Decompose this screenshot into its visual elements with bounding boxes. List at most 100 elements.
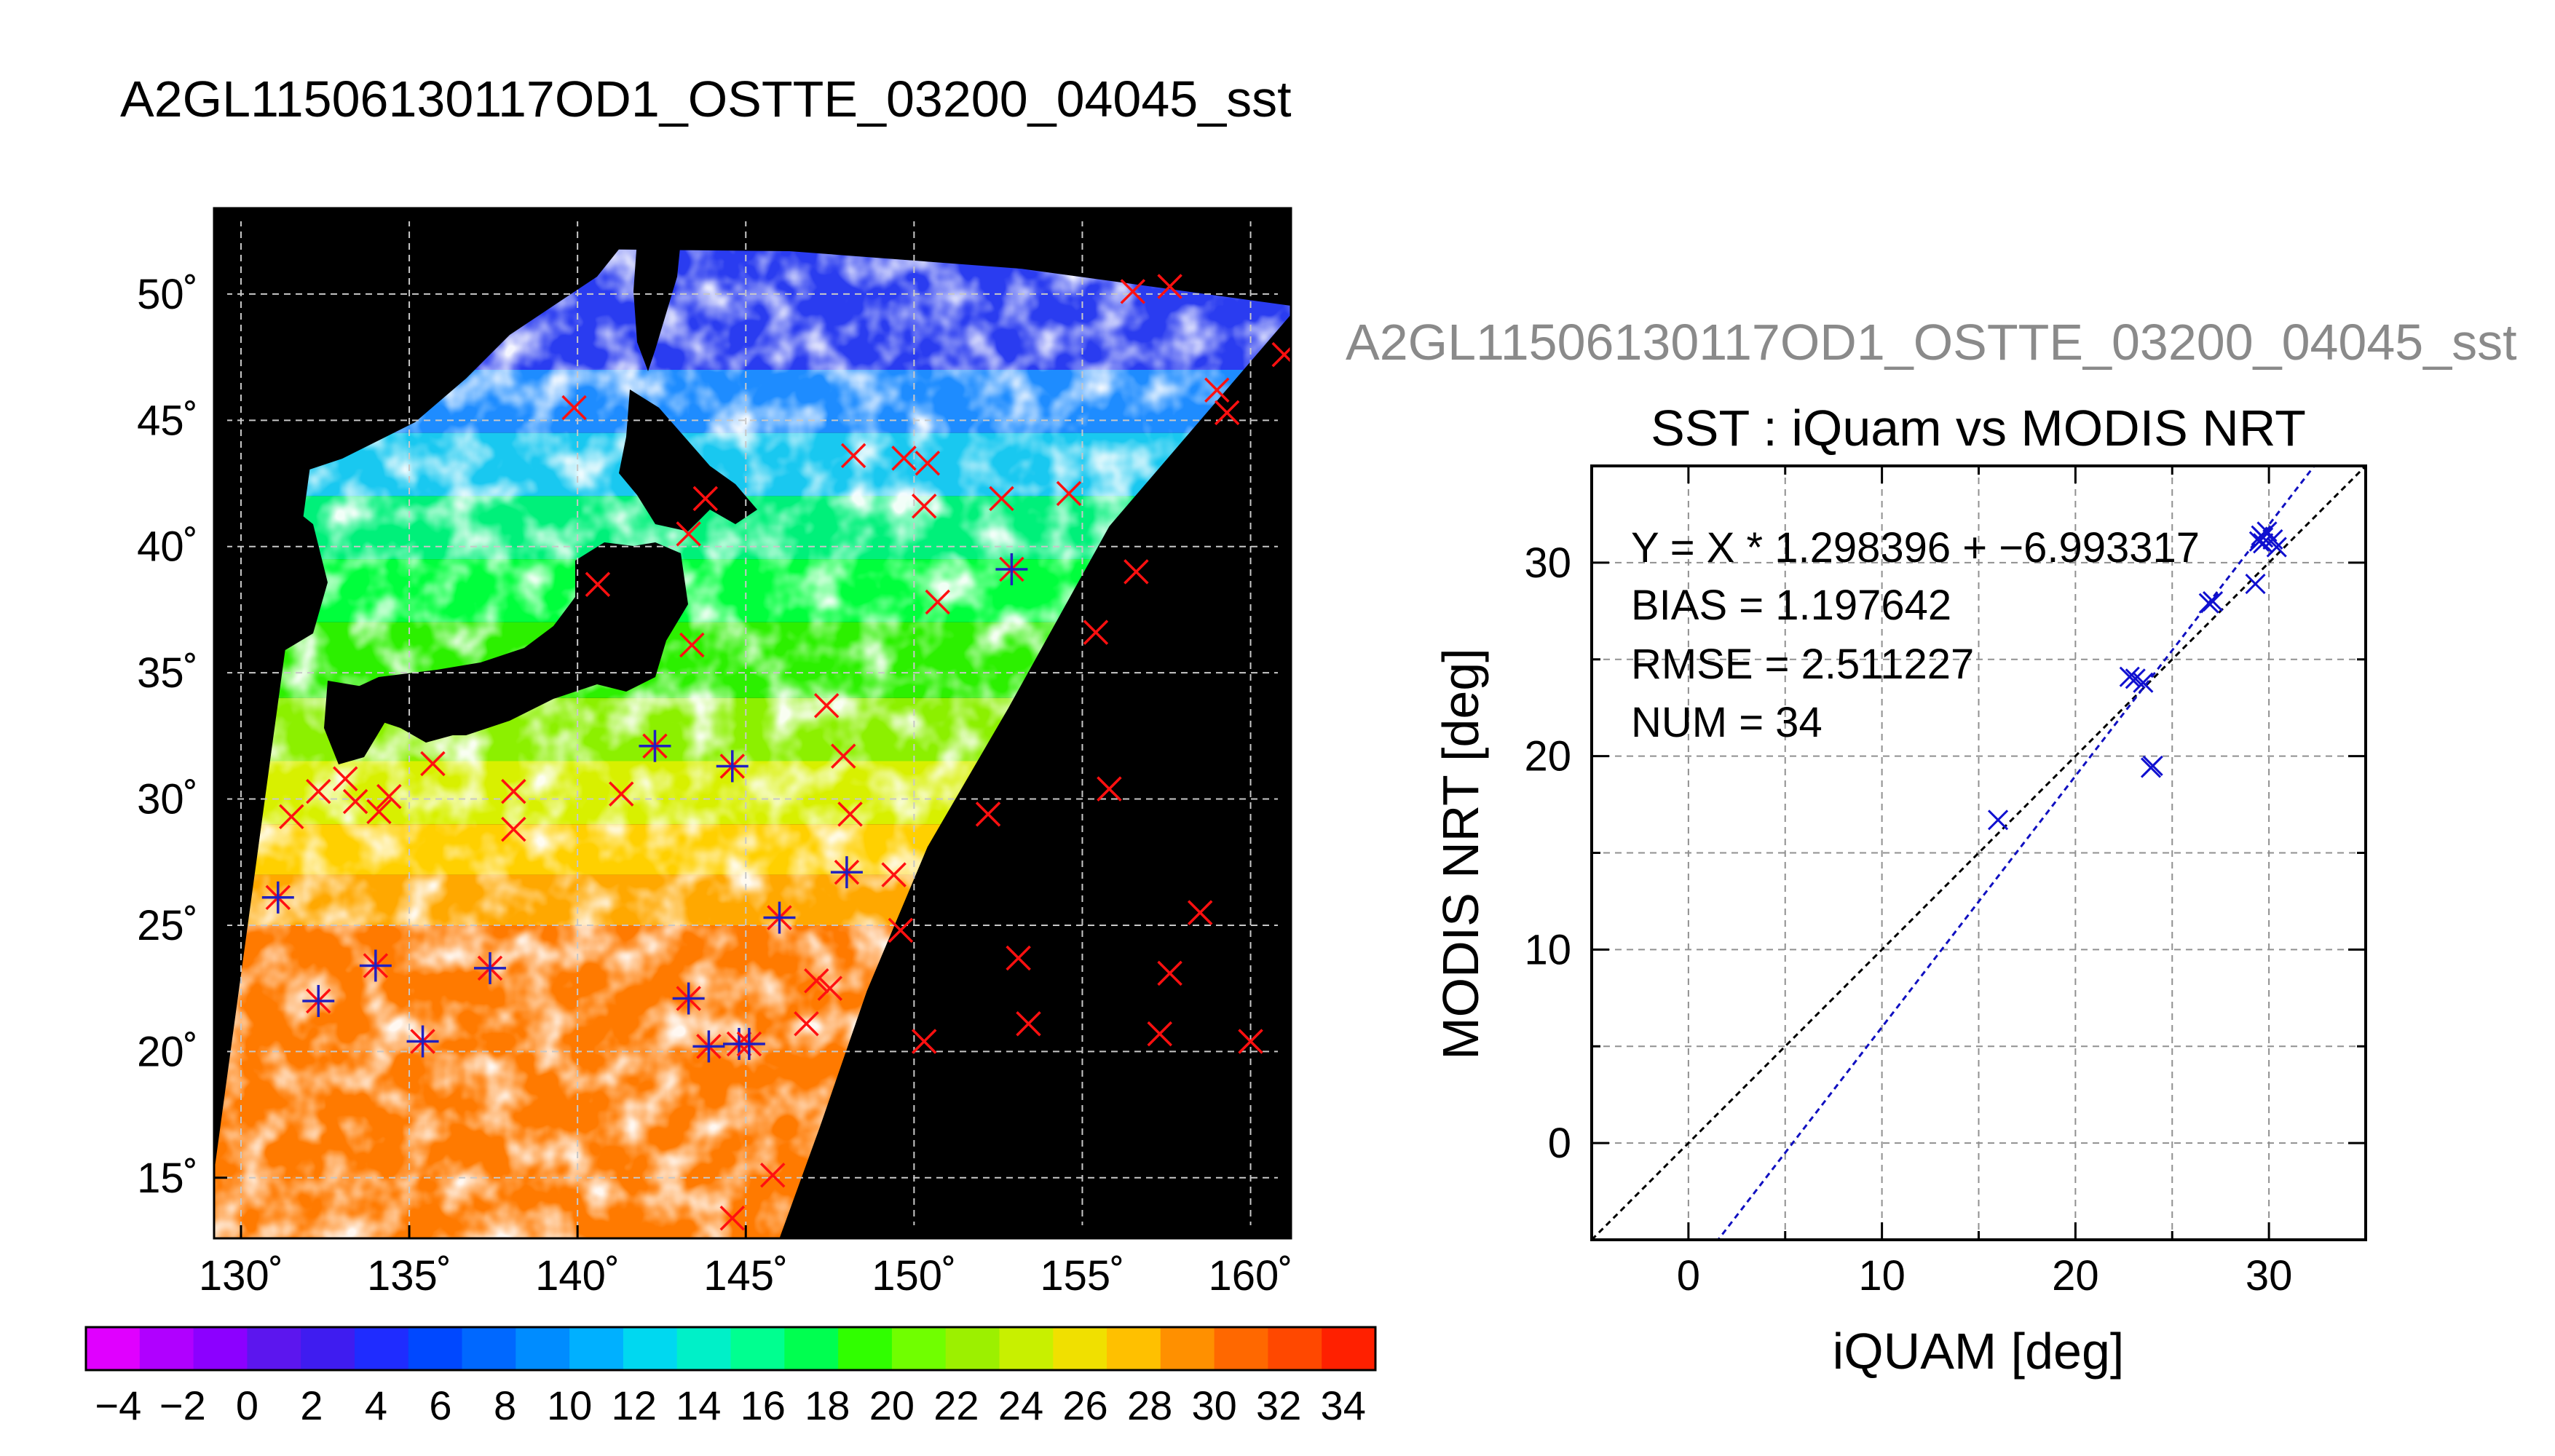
buoy-marker (1016, 1010, 1041, 1037)
colorbar-cell (516, 1327, 570, 1370)
colorbar-tick-label: 26 (1062, 1382, 1107, 1428)
scatter-point (2266, 537, 2287, 558)
buoy-marker (306, 778, 331, 804)
matched-buoy-marker (763, 901, 796, 934)
map-latitude-labels: 15˚ 20˚ 25˚ 30˚ 35˚ 40˚ 45˚ 50˚ (137, 271, 198, 1202)
buoy-marker (585, 571, 611, 597)
scatter-x-label: iQUAM [deg] (1833, 1323, 2125, 1380)
matched-buoy-marker (716, 750, 749, 783)
colorbar-tick-label: 20 (869, 1382, 915, 1428)
scatter-point (2133, 672, 2154, 693)
colorbar-tick-label: 12 (612, 1382, 657, 1428)
honshu-land (328, 542, 688, 735)
matched-buoy-marker (672, 982, 705, 1015)
buoy-marker (915, 451, 941, 476)
scatter-point (2119, 666, 2140, 687)
buoy-marker (794, 1010, 819, 1037)
buoy-marker (366, 799, 392, 825)
scatter-y-tick-label: 20 (1524, 733, 1571, 780)
map-y-tick-label: 25˚ (137, 902, 198, 949)
buoy-marker (1238, 1029, 1263, 1054)
scatter-plot: SST : iQuam vs MODIS NRT 0 10 20 30 0 10 20 30… (1432, 400, 2367, 1380)
buoy-marker (804, 968, 829, 994)
buoy-marker (1120, 279, 1146, 304)
colorbar-cell (623, 1327, 678, 1370)
asia-mainland (214, 208, 641, 495)
colorbar-cell (730, 1327, 785, 1370)
matched-buoy-marker (995, 553, 1028, 585)
matched-buoy-marker (639, 729, 671, 762)
kyushu-land (324, 681, 386, 764)
figure-title: A2GL11506130117OD1_OSTTE_03200_04045_sst (120, 71, 1292, 127)
colorbar-cell (301, 1327, 355, 1370)
map-x-tick-label: 160˚ (1208, 1252, 1292, 1299)
buoy-marker (692, 486, 719, 512)
colorbar-tick-label: 4 (365, 1382, 387, 1428)
map-y-tick-label: 30˚ (137, 776, 198, 823)
map-tick-marks (214, 208, 1291, 1238)
rmse-stat: RMSE = 2.511227 (1631, 641, 1974, 688)
num-stat: NUM = 34 (1631, 699, 1823, 746)
map-y-tick-label: 50˚ (137, 271, 198, 318)
map-frame (213, 207, 1292, 1240)
colorbar-cell (1160, 1327, 1215, 1370)
colorbar-cell (676, 1327, 732, 1370)
colorbar-tick-label: −2 (159, 1382, 206, 1428)
map-x-tick-label: 135˚ (367, 1252, 451, 1299)
buoy-marker (925, 589, 950, 615)
colorbar-tick-label: 6 (429, 1382, 451, 1428)
colorbar-cell (945, 1327, 1000, 1370)
colorbar-labels: −4 −2 0 2 4 6 8 10 12 14 16 18 20 22 24 26 28 30 32 34 (95, 1382, 1365, 1428)
map-x-tick-label: 140˚ (535, 1252, 620, 1299)
scatter-points (1988, 521, 2287, 831)
shikoku-land (400, 710, 466, 743)
colorbar-cells (86, 1327, 1376, 1370)
colorbar-tick-label: 14 (676, 1382, 721, 1428)
colorbar-cell (784, 1327, 839, 1370)
buoy-marker (888, 917, 914, 943)
buoy-marker (1157, 274, 1182, 299)
sakhalin-land (633, 208, 681, 371)
buoy-marker (911, 1029, 937, 1054)
buoy-marker (1006, 945, 1031, 971)
korea-land (214, 495, 328, 684)
colorbar-tick-label: 28 (1127, 1382, 1172, 1428)
scatter-y-tick-label: 10 (1524, 926, 1571, 973)
matched-buoy-marker (732, 1027, 765, 1060)
buoy-marker (891, 446, 917, 471)
colorbar-tick-label: 16 (741, 1382, 786, 1428)
matched-buoy-marker (261, 881, 294, 914)
map-longitude-labels: 130˚ 135˚ 140˚ 145˚ 150˚ 155˚ 160˚ (199, 1252, 1293, 1299)
scatter-point (1988, 810, 2009, 831)
buoy-marker (679, 632, 705, 658)
map-x-tick-label: 155˚ (1040, 1252, 1124, 1299)
colorbar-cell (355, 1327, 409, 1370)
buoy-marker (420, 751, 446, 777)
one-to-one-line (1592, 466, 2366, 1240)
map-y-tick-label: 20˚ (137, 1028, 198, 1075)
colorbar-cell (1214, 1327, 1268, 1370)
colorbar-cell (408, 1327, 463, 1370)
map-x-tick-label: 130˚ (199, 1252, 283, 1299)
matched-buoy-marker (473, 951, 506, 984)
land-mask (214, 208, 757, 764)
scatter-y-tick-label: 30 (1524, 539, 1571, 587)
scatter-x-tick-labels: 0 10 20 30 (1677, 1252, 2293, 1299)
scatter-y-tick-labels: 0 10 20 30 (1524, 539, 1571, 1167)
colorbar-cell (891, 1327, 947, 1370)
colorbar-cell (569, 1327, 624, 1370)
map-markers (261, 274, 1291, 1231)
buoy-marker (1157, 960, 1182, 986)
colorbar-cell (193, 1327, 248, 1370)
buoy-marker (817, 976, 843, 1001)
map-x-tick-label: 145˚ (703, 1252, 788, 1299)
colorbar-tick-label: 22 (933, 1382, 979, 1428)
scatter-point (2202, 590, 2224, 612)
scatter-x-tick-label: 10 (1858, 1252, 1906, 1299)
buoy-marker (333, 766, 358, 792)
regression-line (1716, 466, 2316, 1240)
scatter-point (2142, 755, 2163, 776)
matched-buoy-marker (302, 984, 335, 1017)
bias-stat: BIAS = 1.197642 (1631, 582, 1951, 629)
